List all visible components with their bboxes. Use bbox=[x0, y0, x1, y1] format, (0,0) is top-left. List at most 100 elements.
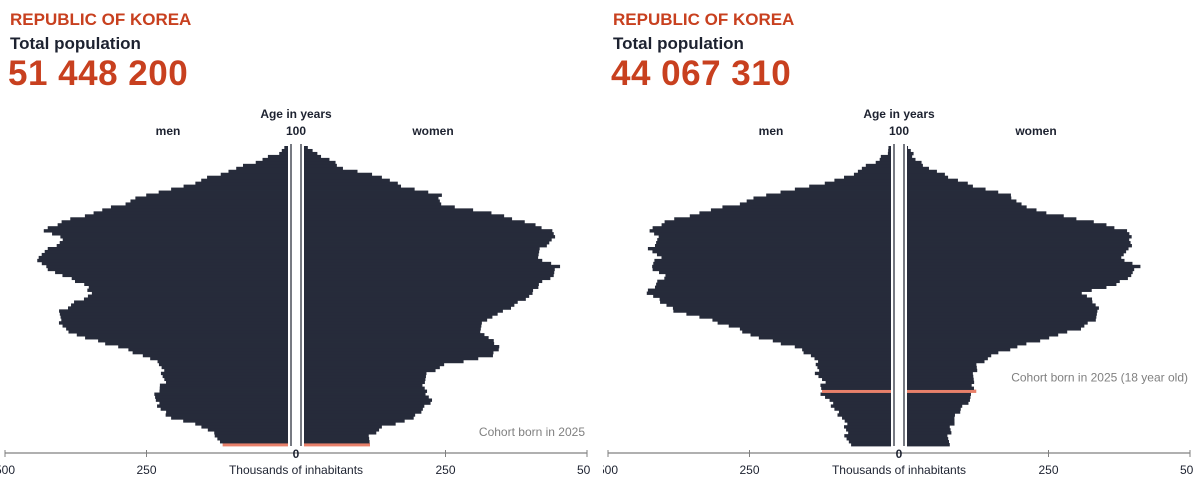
women-bar-age-2 bbox=[304, 437, 370, 441]
total-population-value: 51 448 200 bbox=[8, 54, 189, 93]
women-bar-age-3 bbox=[304, 434, 369, 438]
men-bar-age-88 bbox=[195, 181, 288, 186]
women-bar-age-68 bbox=[907, 241, 1131, 245]
women-bar-age-34 bbox=[304, 342, 495, 346]
men-bar-age-74 bbox=[661, 223, 891, 227]
women-bar-age-32 bbox=[907, 347, 1011, 352]
women-bar-age-66 bbox=[304, 246, 540, 251]
men-bar-age-88 bbox=[824, 181, 891, 186]
men-bar-age-73 bbox=[652, 226, 891, 230]
men-bar-age-57 bbox=[62, 273, 288, 278]
men-bar-age-7 bbox=[195, 422, 288, 426]
women-bar-age-91 bbox=[304, 172, 373, 177]
women-bar-age-63 bbox=[304, 255, 539, 260]
women-bar-age-16 bbox=[304, 395, 429, 399]
men-bar-age-46 bbox=[672, 306, 891, 310]
men-bar-age-15 bbox=[829, 398, 891, 402]
women-bar-age-93 bbox=[304, 166, 343, 171]
men-bar-age-98 bbox=[887, 151, 891, 156]
women-bar-age-88 bbox=[304, 181, 398, 186]
women-bar-age-45 bbox=[907, 309, 1098, 313]
women-bar-age-100 bbox=[907, 146, 909, 150]
women-bar-age-25 bbox=[304, 368, 436, 373]
women-bar-age-85 bbox=[304, 190, 429, 194]
women-bar-age-87 bbox=[907, 184, 973, 188]
women-bar-age-71 bbox=[304, 232, 554, 236]
men-bar-age-56 bbox=[664, 276, 891, 281]
women-bar-age-41 bbox=[304, 321, 482, 325]
women-bar-age-14 bbox=[304, 401, 431, 405]
x-tick-label: 500 bbox=[1180, 463, 1193, 477]
men-bar-age-18 bbox=[159, 389, 288, 393]
women-bar-age-98 bbox=[907, 151, 914, 156]
men-bar-age-26 bbox=[161, 365, 288, 370]
men-bar-age-60 bbox=[652, 264, 891, 269]
women-bar-age-21 bbox=[304, 380, 425, 385]
men-bar-age-87 bbox=[183, 184, 288, 188]
men-bar-age-79 bbox=[102, 208, 289, 212]
women-bar-age-64 bbox=[907, 252, 1124, 257]
women-bar-age-40 bbox=[907, 324, 1085, 328]
women-bar-age-84 bbox=[907, 193, 1011, 197]
men-bar-age-5 bbox=[207, 428, 288, 432]
men-bar-age-94 bbox=[865, 163, 891, 168]
women-bar-age-13 bbox=[304, 404, 425, 408]
men-bar-age-45 bbox=[59, 309, 288, 313]
women-bar-age-69 bbox=[304, 238, 552, 242]
men-bar-age-82 bbox=[130, 199, 288, 203]
men-bar-age-50 bbox=[87, 294, 288, 298]
women-bar-age-67 bbox=[907, 244, 1132, 248]
men-bar-age-27 bbox=[815, 362, 891, 367]
men-bar-age-44 bbox=[686, 312, 891, 316]
men-bar-age-76 bbox=[674, 217, 891, 221]
women-bar-age-41 bbox=[907, 321, 1088, 325]
men-bar-age-68 bbox=[656, 241, 891, 245]
women-bar-age-72 bbox=[304, 229, 553, 233]
men-bar-age-64 bbox=[656, 252, 891, 257]
women-bar-age-33 bbox=[907, 345, 1018, 349]
men-bar-age-58 bbox=[659, 270, 891, 275]
men-bar-age-80 bbox=[110, 205, 288, 209]
women-bar-age-51 bbox=[304, 291, 533, 295]
women-bar-age-42 bbox=[907, 318, 1096, 322]
women-bar-age-30 bbox=[304, 353, 493, 358]
women-bar-age-76 bbox=[907, 217, 1077, 221]
women-bar-age-70 bbox=[304, 235, 556, 239]
cohort-annotation: Cohort born in 2025 (18 year old) bbox=[1011, 371, 1188, 385]
women-bar-age-37 bbox=[304, 333, 485, 337]
men-bar-age-92 bbox=[857, 169, 891, 174]
men-bar-age-55 bbox=[74, 279, 288, 284]
men-bar-age-22 bbox=[164, 377, 288, 382]
men-bar-age-52 bbox=[647, 288, 891, 292]
population-pyramid-chart: 500 250 250 500 Thousands of inhabitants Age … bbox=[0, 107, 590, 477]
men-bar-age-85 bbox=[158, 190, 288, 194]
men-bar-age-99 bbox=[281, 148, 288, 153]
men-bar-age-82 bbox=[746, 199, 891, 203]
men-bar-age-47 bbox=[71, 303, 289, 307]
women-bar-age-88 bbox=[907, 181, 968, 186]
cohort-annotation: Cohort born in 2025 bbox=[479, 425, 585, 439]
men-bar-age-21 bbox=[825, 380, 891, 385]
men-bar-age-24 bbox=[160, 371, 288, 376]
x-tick-label: 250 bbox=[435, 463, 455, 477]
women-bar-age-14 bbox=[907, 401, 969, 405]
men-bar-age-53 bbox=[88, 285, 288, 289]
men-bar-age-78 bbox=[699, 211, 891, 215]
men-bar-age-19 bbox=[821, 386, 891, 390]
women-bar-age-77 bbox=[907, 214, 1064, 218]
men-bar-age-3 bbox=[214, 434, 288, 438]
women-bar-age-64 bbox=[304, 252, 539, 257]
women-bar-age-68 bbox=[304, 241, 550, 245]
women-bar-age-82 bbox=[907, 199, 1017, 203]
men-bar-age-62 bbox=[654, 258, 891, 263]
men-bar-age-5 bbox=[846, 428, 891, 432]
women-bar-age-57 bbox=[304, 273, 554, 278]
men-bar-age-54 bbox=[84, 282, 289, 287]
women-bar-age-20 bbox=[907, 383, 972, 387]
men-bar-age-8 bbox=[844, 419, 891, 423]
women-bar-age-71 bbox=[907, 232, 1130, 236]
men-bar-age-95 bbox=[255, 160, 288, 165]
men-bar-age-28 bbox=[818, 359, 891, 364]
men-bar-age-57 bbox=[665, 273, 891, 278]
men-bar-age-83 bbox=[135, 196, 288, 200]
